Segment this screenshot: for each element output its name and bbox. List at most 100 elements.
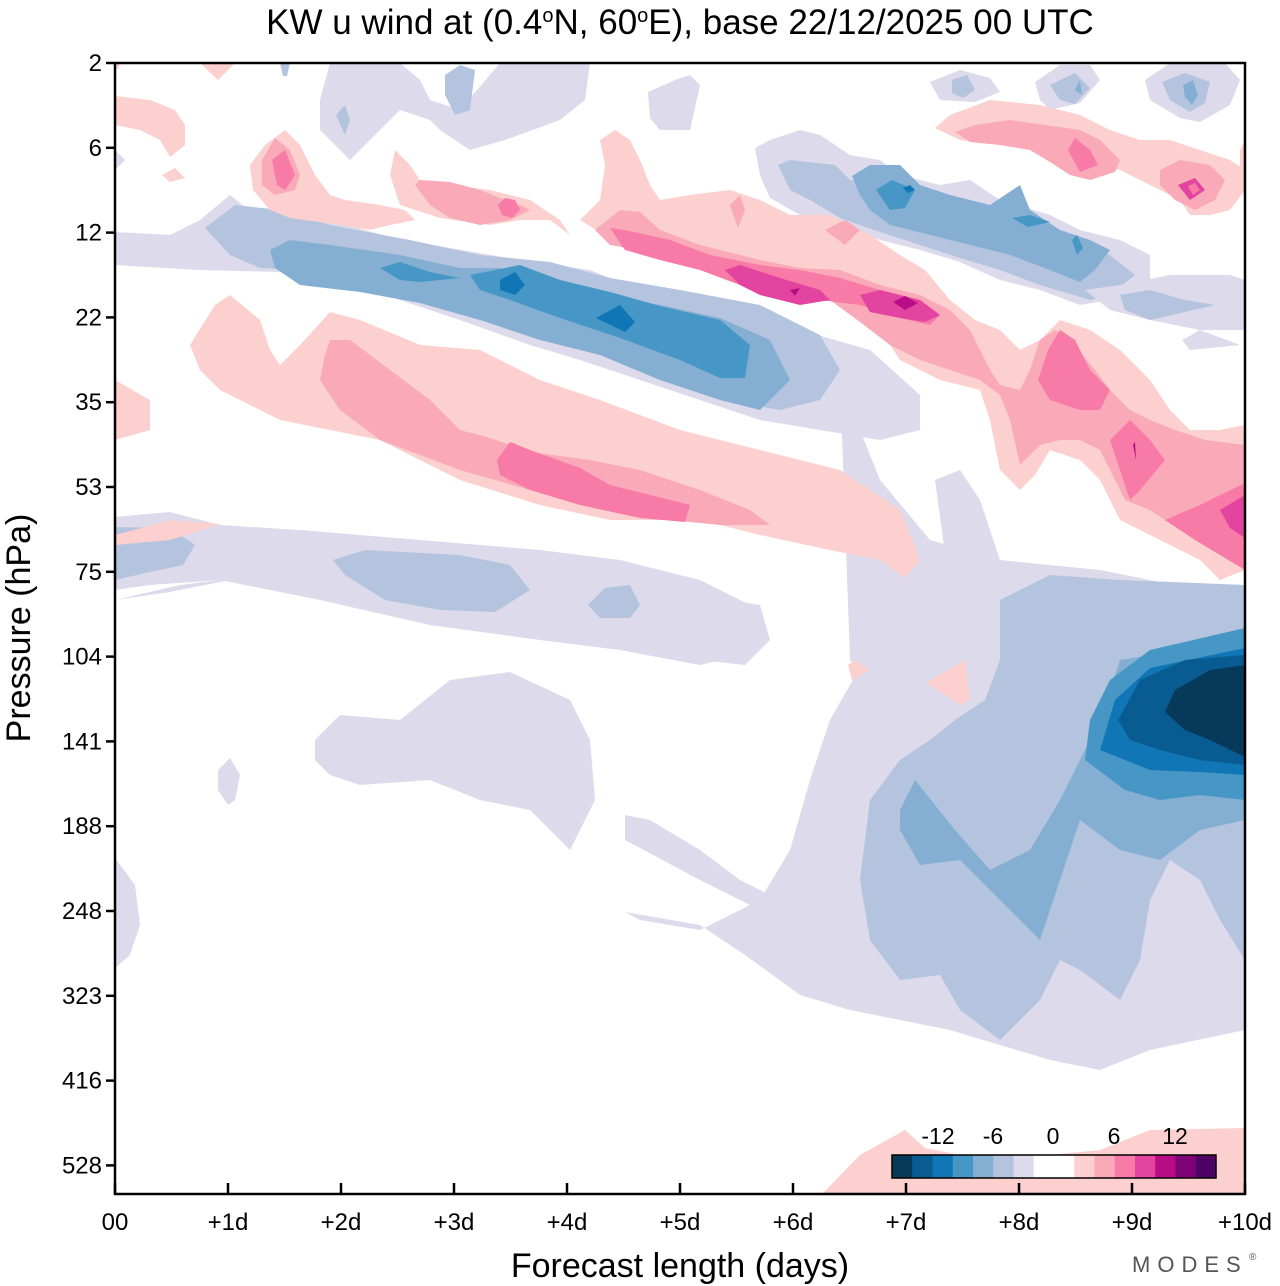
contour-region: [848, 660, 870, 680]
contour-region: [200, 63, 235, 80]
contour-region: [1182, 330, 1240, 350]
contour-region: [1133, 442, 1136, 460]
contour-region: [725, 265, 830, 305]
x-tick-label: +2d: [321, 1209, 362, 1236]
colorbar-swatch: [1094, 1155, 1116, 1178]
contour-region: [162, 168, 185, 182]
contour-region: [852, 165, 1110, 282]
colorbar-tick-label: 0: [1047, 1123, 1060, 1149]
contour-region: [498, 198, 520, 218]
y-axis: 2 6 12 22 35 53 75 104 141 188 248 323 416 528: [62, 50, 115, 1179]
contour-region: [648, 75, 700, 130]
brand-logo-text: MODES: [1132, 1252, 1248, 1277]
contour-region: [336, 105, 350, 135]
x-tick-label: +6d: [773, 1209, 814, 1236]
contour-region: [272, 150, 295, 190]
contour-region: [218, 758, 240, 805]
y-tick-label: 248: [62, 898, 102, 925]
contour-region: [1220, 495, 1245, 538]
contour-region: [1038, 330, 1110, 410]
contour-region: [1165, 483, 1245, 570]
y-tick-label: 528: [62, 1152, 102, 1179]
x-tick-label: +10d: [1218, 1209, 1272, 1236]
y-tick-label: 141: [62, 728, 102, 755]
contour-region: [825, 220, 860, 245]
x-tick-label: +7d: [886, 1209, 927, 1236]
colorbar-tick-label: 6: [1108, 1123, 1121, 1149]
colorbar-swatch: [1054, 1155, 1075, 1178]
contour-region: [1012, 215, 1050, 227]
x-tick-label: +4d: [547, 1209, 588, 1236]
contour-region: [730, 195, 745, 228]
colorbar-swatch: [1114, 1155, 1136, 1178]
colorbar-swatch: [993, 1155, 1014, 1178]
colorbar-swatch: [1033, 1155, 1055, 1178]
colorbar-swatch: [1175, 1155, 1197, 1178]
contour-region: [1120, 290, 1215, 320]
contour-region: [1068, 138, 1098, 172]
x-axis: 00 +1d +2d +3d +4d +5d +6d +7d +8d +9d +10d: [102, 1183, 1272, 1236]
colorbar-swatch: [892, 1155, 913, 1178]
colorbar-swatch: [932, 1155, 954, 1178]
y-tick-label: 35: [75, 389, 102, 416]
y-axis-label: Pressure (hPa): [0, 514, 38, 743]
contour-region: [1110, 420, 1165, 500]
contour-region: [903, 185, 915, 193]
x-axis-label: Forecast length (days): [511, 1247, 849, 1285]
x-tick-label: +5d: [660, 1209, 701, 1236]
colorbar-swatch: [1155, 1155, 1176, 1178]
contour-region: [497, 442, 690, 522]
contour-region: [925, 660, 970, 705]
x-tick-label: 00: [102, 1209, 129, 1236]
contour-region: [115, 380, 150, 440]
y-tick-label: 2: [89, 50, 102, 77]
contour-region: [115, 858, 140, 968]
colorbar-tick-label: -12: [921, 1123, 954, 1149]
colorbar-tick-label: 12: [1162, 1123, 1188, 1149]
contour-region: [415, 180, 530, 225]
x-tick-label: +1d: [208, 1209, 249, 1236]
contour-region: [893, 296, 918, 310]
contour-region: [952, 75, 975, 98]
y-tick-label: 22: [75, 304, 102, 331]
colorbar-swatch: [973, 1155, 994, 1178]
y-tick-label: 53: [75, 474, 102, 501]
contour-fills: [115, 63, 1245, 1194]
contour-region: [115, 150, 125, 170]
y-tick-label: 323: [62, 983, 102, 1010]
y-tick-label: 416: [62, 1068, 102, 1095]
colorbar-swatch: [952, 1155, 974, 1178]
contour-region: [445, 65, 475, 115]
y-tick-label: 188: [62, 813, 102, 840]
contour-region: [1075, 80, 1082, 95]
contour-region: [115, 96, 185, 157]
contour-region: [1188, 183, 1200, 195]
contour-region: [1183, 80, 1198, 105]
colorbar-swatch: [1074, 1155, 1095, 1178]
contour-region: [115, 520, 220, 545]
registered-mark: ®: [1249, 1252, 1257, 1263]
contour-region: [596, 305, 635, 332]
contour-region: [315, 672, 595, 850]
contour-region: [1165, 665, 1245, 757]
y-tick-label: 104: [62, 644, 102, 671]
contour-region: [320, 340, 770, 525]
chart-title: KW u wind at (0.4oN, 60oE), base 22/12/2…: [266, 3, 1094, 42]
y-tick-label: 12: [75, 220, 102, 247]
contour-region: [270, 240, 790, 410]
y-tick-label: 75: [75, 559, 102, 586]
x-tick-label: +3d: [434, 1209, 475, 1236]
contour-region: [333, 550, 530, 612]
contour-region: [380, 262, 460, 282]
colorbar-tick-label: -6: [983, 1123, 1003, 1149]
contour-region: [1072, 235, 1083, 255]
colorbar-outline: [891, 1154, 1217, 1179]
colorbar-swatch: [1013, 1155, 1035, 1178]
colorbar-swatch: [1135, 1155, 1156, 1178]
contour-region: [500, 272, 525, 295]
x-tick-label: +8d: [999, 1209, 1040, 1236]
contour-region: [790, 288, 800, 296]
colorbar-swatch: [912, 1155, 933, 1178]
y-tick-label: 6: [89, 135, 102, 162]
